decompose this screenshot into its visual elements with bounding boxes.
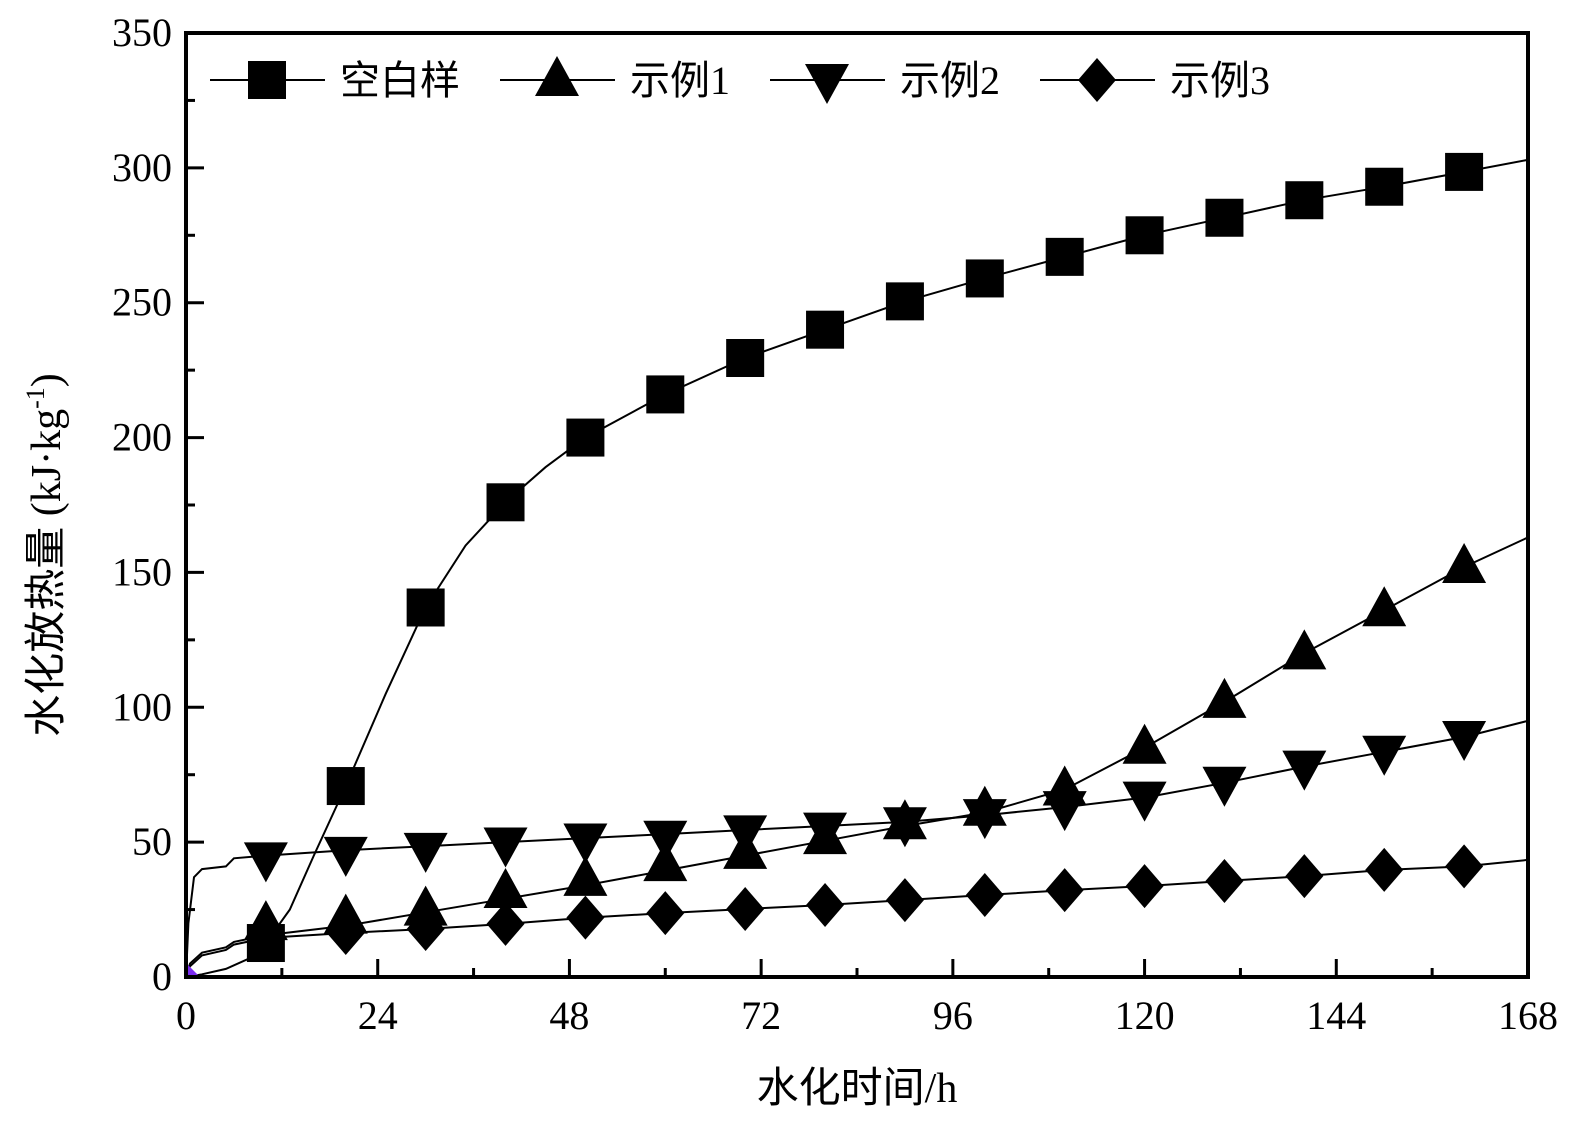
series-line [185, 536, 1529, 978]
plot-series [185, 152, 1529, 978]
axes: 0 50 100 150 200 250 300 350 0 24 48 72 96 120 144 168 [112, 10, 1558, 1038]
data-point-square [726, 339, 765, 378]
x-tick-label: 120 [1115, 993, 1175, 1038]
data-point-diamond [965, 873, 1004, 918]
series-4 [185, 844, 1529, 978]
data-point-triangle-down [882, 807, 927, 848]
data-point-square [646, 375, 685, 414]
legend-square-icon [248, 61, 286, 99]
legend-label: 示例1 [630, 58, 730, 103]
legend-item-2: 示例1 [500, 56, 730, 103]
legend-diamond-icon [1078, 58, 1116, 102]
y-tick-label: 50 [132, 819, 172, 864]
x-tick-label: 0 [176, 993, 196, 1038]
data-point-diamond [646, 891, 685, 936]
data-point-triangle-up [1122, 723, 1167, 764]
data-point-diamond [566, 895, 605, 940]
data-point-diamond [1125, 864, 1164, 909]
legend-triangle-down-icon [805, 64, 849, 104]
data-point-square [1125, 216, 1164, 255]
data-point-triangle-down [1042, 791, 1087, 832]
x-tick-label: 24 [358, 993, 398, 1038]
data-point-square [965, 259, 1004, 298]
y-tick-label: 350 [112, 10, 172, 55]
data-point-square [326, 767, 365, 806]
data-point-square [1365, 167, 1404, 206]
legend-item-4: 示例3 [1040, 58, 1270, 103]
data-point-triangle-down [1202, 766, 1247, 807]
data-point-square [885, 282, 924, 321]
data-point-square [1445, 152, 1484, 191]
y-tick-label: 200 [112, 415, 172, 460]
data-point-square [1285, 181, 1324, 220]
data-point-triangle-down [483, 827, 528, 868]
data-point-triangle-up [563, 855, 608, 896]
x-tick-label: 72 [741, 993, 781, 1038]
y-tick-label: 150 [112, 549, 172, 594]
data-point-triangle-down [643, 820, 688, 861]
series-line [185, 719, 1529, 978]
x-tick-label: 168 [1498, 993, 1558, 1038]
data-point-triangle-down [1282, 750, 1327, 791]
data-point-triangle-down [962, 799, 1007, 840]
y-tick-label: 300 [112, 145, 172, 190]
data-point-square [406, 588, 445, 627]
data-point-triangle-down [403, 832, 448, 873]
data-point-diamond [1205, 858, 1244, 903]
data-point-square [566, 418, 605, 457]
x-tick-label: 48 [549, 993, 589, 1038]
data-point-diamond [406, 906, 445, 951]
legend-label: 示例2 [900, 58, 1000, 103]
series-1 [185, 152, 1529, 978]
data-point-diamond [1045, 868, 1084, 913]
data-point-diamond [1285, 854, 1324, 899]
legend-triangle-up-icon [535, 56, 579, 96]
data-point-triangle-down [563, 823, 608, 864]
data-point-diamond [246, 915, 285, 960]
x-tick-label: 144 [1306, 993, 1366, 1038]
data-point-triangle-up [1442, 543, 1487, 584]
data-point-diamond [885, 878, 924, 923]
data-point-triangle-down [323, 836, 368, 877]
legend: 空白样 示例1 示例2 示例3 [210, 56, 1270, 104]
x-tick-label: 96 [933, 993, 973, 1038]
data-point-square [1045, 237, 1084, 276]
legend-item-3: 示例2 [770, 58, 1000, 104]
data-point-triangle-up [1362, 586, 1407, 627]
data-point-triangle-down [1442, 720, 1487, 761]
data-point-triangle-down [723, 815, 768, 856]
data-point-square [806, 310, 845, 349]
legend-label: 示例3 [1170, 58, 1270, 103]
data-point-diamond [486, 901, 525, 946]
data-point-triangle-down [1122, 781, 1167, 822]
origin-marker [186, 963, 200, 977]
x-axis-title: 水化时间/h [757, 1066, 958, 1112]
data-point-diamond [326, 911, 365, 956]
legend-label: 空白样 [340, 58, 460, 103]
series-line [185, 858, 1529, 978]
data-point-triangle-up [643, 841, 688, 882]
y-axis-title: 水化放热量 (kJ·kg-1) [21, 373, 70, 737]
data-point-triangle-up [483, 868, 528, 909]
data-point-diamond [1445, 844, 1484, 889]
data-point-square [486, 483, 525, 522]
data-point-diamond [726, 887, 765, 932]
data-point-triangle-down [243, 842, 288, 883]
data-point-triangle-down [803, 812, 848, 853]
data-point-triangle-down [1362, 735, 1407, 776]
series-line [185, 158, 1529, 978]
legend-item-1: 空白样 [210, 58, 460, 103]
data-point-diamond [806, 882, 845, 927]
y-tick-label: 250 [112, 280, 172, 325]
y-tick-label: 100 [112, 684, 172, 729]
y-tick-label: 0 [152, 954, 172, 999]
data-point-triangle-up [1202, 677, 1247, 718]
series-3 [185, 719, 1529, 978]
data-point-triangle-up [1282, 629, 1327, 670]
data-point-diamond [1365, 847, 1404, 892]
data-point-square [1205, 198, 1244, 237]
data-point-triangle-up [403, 885, 448, 926]
series-2 [185, 536, 1529, 978]
